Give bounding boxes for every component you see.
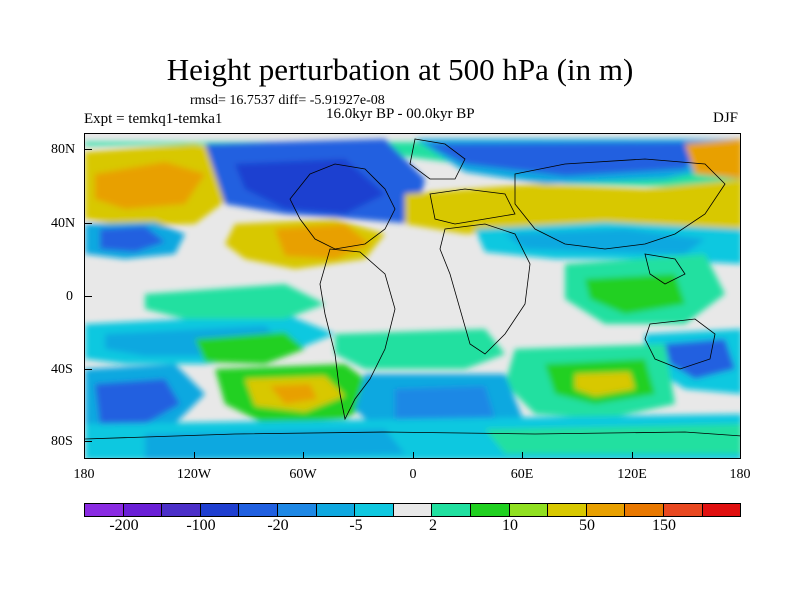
colorbar-swatch bbox=[702, 504, 741, 516]
colorbar-swatch bbox=[85, 504, 124, 516]
lat-tick bbox=[84, 149, 92, 150]
field-blob bbox=[270, 384, 317, 404]
lon-label-120w: 120W bbox=[176, 467, 212, 482]
colorbar-swatch bbox=[470, 504, 510, 516]
colorbar-swatch bbox=[355, 504, 394, 516]
lon-label-60e: 60E bbox=[510, 467, 534, 482]
colorbar-label: -100 bbox=[186, 517, 216, 534]
lon-tick bbox=[303, 452, 304, 459]
lat-tick bbox=[84, 296, 92, 297]
field-blob bbox=[505, 229, 705, 254]
field-blob bbox=[235, 159, 385, 214]
lon-label-120e: 120E bbox=[617, 467, 647, 482]
field-blob bbox=[95, 162, 205, 209]
field-blob bbox=[195, 332, 305, 364]
field-blob bbox=[585, 274, 685, 314]
field-blob bbox=[405, 179, 740, 234]
colorbar-label: -5 bbox=[349, 517, 363, 534]
field-blob bbox=[100, 226, 165, 252]
colorbar bbox=[84, 503, 741, 517]
colorbar-label: 2 bbox=[429, 517, 437, 534]
lon-label-180w: 180 bbox=[73, 467, 95, 482]
field-blob bbox=[575, 372, 635, 396]
experiment-label: Expt = temkq1-temka1 bbox=[84, 111, 223, 127]
lon-tick bbox=[522, 452, 523, 459]
colorbar-swatch bbox=[548, 504, 587, 516]
lat-label-40s: 40S bbox=[51, 362, 73, 377]
colorbar-swatch bbox=[509, 504, 549, 516]
colorbar-swatch bbox=[316, 504, 356, 516]
lon-tick bbox=[194, 452, 195, 459]
colorbar-label: 150 bbox=[652, 517, 676, 534]
field-blob bbox=[145, 284, 325, 319]
colorbar-swatch bbox=[123, 504, 163, 516]
coastlines bbox=[85, 138, 740, 440]
rmsd-diff-stats: rmsd= 16.7537 diff= -5.91927e-08 bbox=[190, 93, 385, 108]
lat-label-40n: 40N bbox=[51, 216, 76, 231]
lat-label-80s: 80S bbox=[51, 434, 73, 449]
lon-label-180e: 180 bbox=[729, 467, 751, 482]
colorbar-label: 50 bbox=[579, 517, 595, 534]
period-label: 16.0kyr BP - 00.0kyr BP bbox=[326, 106, 475, 122]
lat-label-0: 0 bbox=[66, 289, 73, 304]
colorbar-label: -20 bbox=[267, 517, 289, 534]
lat-label-80n: 80N bbox=[51, 142, 76, 157]
colorbar-swatch bbox=[393, 504, 433, 516]
colorbar-swatch bbox=[277, 504, 317, 516]
field-blob bbox=[145, 429, 405, 458]
lon-label-0: 0 bbox=[409, 467, 417, 482]
colorbar-swatch bbox=[200, 504, 240, 516]
lat-tick bbox=[84, 223, 92, 224]
colorbar-swatch bbox=[239, 504, 278, 516]
field-blob bbox=[95, 379, 180, 424]
lon-tick bbox=[632, 452, 633, 459]
colorbar-label: 10 bbox=[502, 517, 518, 534]
plot-title: Height perturbation at 500 hPa (in m) bbox=[166, 52, 634, 87]
field-blob bbox=[685, 139, 740, 179]
season-label: DJF bbox=[712, 110, 738, 126]
colorbar-label: -200 bbox=[109, 517, 139, 534]
field-blob bbox=[665, 339, 735, 379]
lon-label-60w: 60W bbox=[289, 467, 317, 482]
colorbar-swatch bbox=[586, 504, 626, 516]
lat-tick bbox=[84, 441, 92, 442]
colorbar-swatch bbox=[432, 504, 471, 516]
map-panel bbox=[84, 133, 741, 459]
lon-tick bbox=[413, 452, 414, 459]
colorbar-swatch bbox=[162, 504, 201, 516]
field-blob bbox=[485, 424, 740, 454]
lat-tick bbox=[84, 369, 92, 370]
colorbar-swatch bbox=[625, 504, 664, 516]
contour-field bbox=[85, 134, 740, 458]
colorbar-swatch bbox=[663, 504, 703, 516]
field-blob bbox=[425, 142, 705, 176]
field-blob bbox=[335, 329, 505, 369]
